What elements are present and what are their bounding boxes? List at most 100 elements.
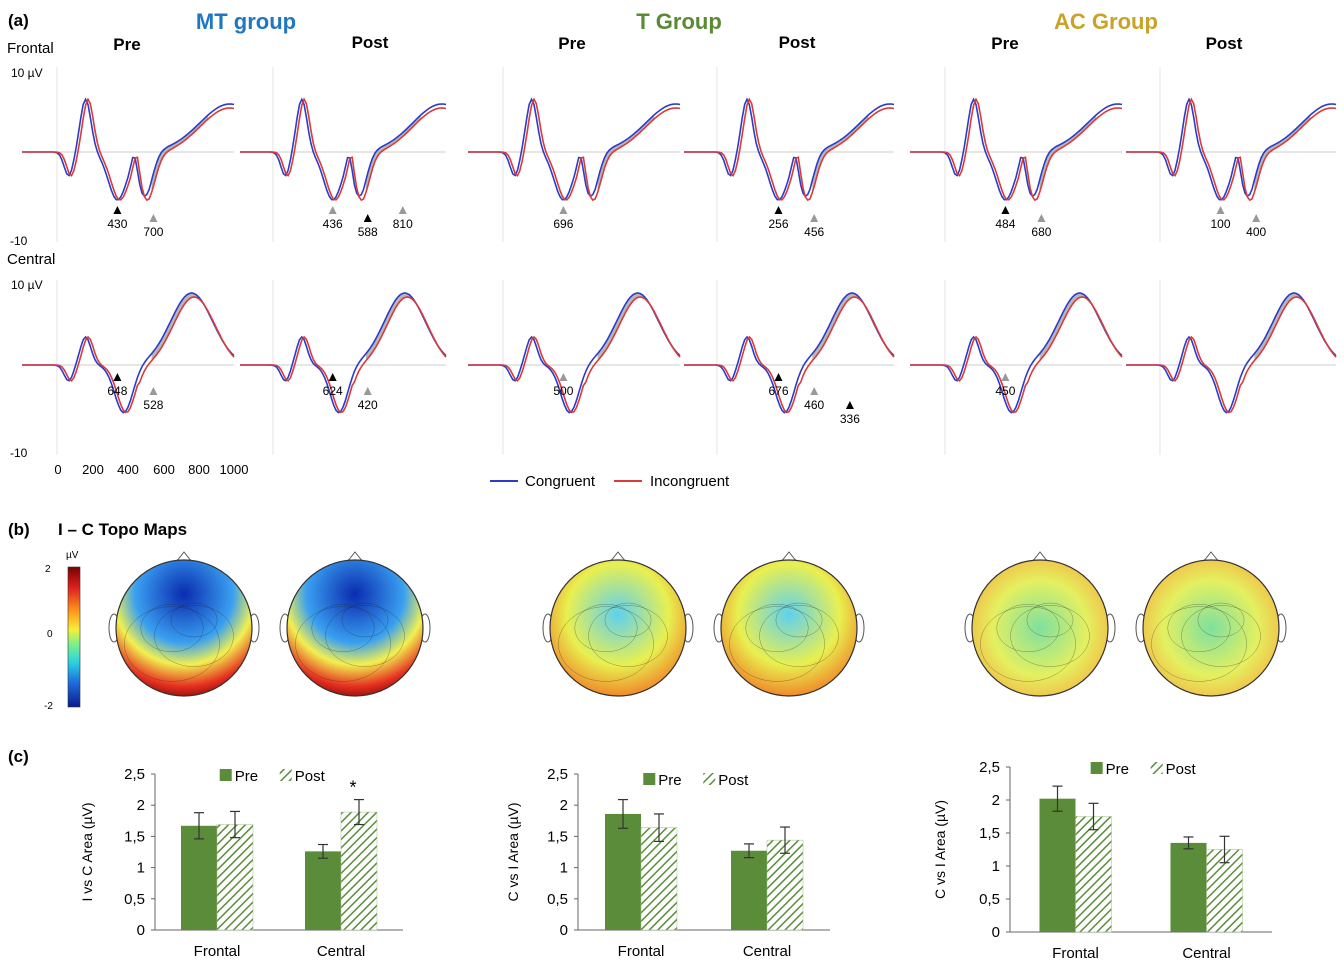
topo-head-map xyxy=(713,551,865,697)
topo-head-map xyxy=(279,551,431,697)
erp-difference-area xyxy=(365,293,421,361)
topo-scalp xyxy=(115,559,253,697)
peak-marker xyxy=(113,206,122,214)
erp-difference-area xyxy=(365,115,421,193)
topo-contour xyxy=(980,606,1076,682)
erp-ymax-central: 10 µV xyxy=(11,278,43,292)
topo-scalp xyxy=(971,559,1109,697)
topo-contour xyxy=(295,606,391,682)
erp-difference-area xyxy=(1039,293,1097,361)
erp-plot: 500 xyxy=(468,280,681,455)
session-label-mt-post: Post xyxy=(352,33,389,52)
topo-contour xyxy=(558,606,654,682)
peak-latency-label: 696 xyxy=(553,217,573,231)
topo-contour xyxy=(311,604,375,653)
topo-nose xyxy=(346,551,364,563)
group-title-t: T Group xyxy=(636,9,722,34)
session-label-ac-pre: Pre xyxy=(991,34,1018,53)
topo-nose xyxy=(609,551,627,563)
bar-ytick-label: 1 xyxy=(992,858,1000,875)
session-label-t-post: Post xyxy=(779,33,816,52)
session-label-mt-pre: Pre xyxy=(113,35,140,54)
legend-post-swatch xyxy=(703,773,716,785)
peak-marker xyxy=(559,373,568,381)
erp-congruent-trace xyxy=(240,292,447,414)
topo-contour xyxy=(1167,604,1231,653)
legend-pre-label: Pre xyxy=(658,772,681,789)
erp-xtick: 1000 xyxy=(220,462,249,477)
bar-ytick-label: 0 xyxy=(992,924,1000,941)
bar-ytick-label: 2,5 xyxy=(547,766,568,783)
peak-marker xyxy=(1216,206,1225,214)
bar-ytick-label: 0,5 xyxy=(979,891,1000,908)
bar-pre xyxy=(1170,842,1207,932)
erp-difference-area xyxy=(812,115,869,193)
topo-nose xyxy=(780,551,798,563)
group-title-mt: MT group xyxy=(196,9,296,34)
erp-legend: Congruent Incongruent xyxy=(490,473,730,490)
bar-ylabel: C vs I Area (µV) xyxy=(505,802,521,901)
bar-post xyxy=(640,827,678,931)
panel-c-label: (c) xyxy=(8,747,29,766)
bar-ytick-label: 1,5 xyxy=(979,825,1000,842)
legend-incongruent-label: Incongruent xyxy=(650,473,730,490)
peak-marker xyxy=(1037,214,1046,222)
bar-ytick-label: 2 xyxy=(137,797,145,814)
topo-head-map xyxy=(108,551,260,697)
erp-incongruent-trace xyxy=(240,296,447,414)
topo-maps xyxy=(108,551,1287,697)
region-label-central: Central xyxy=(7,251,55,268)
legend-post-label: Post xyxy=(718,772,749,789)
peak-latency-label: 420 xyxy=(358,398,378,412)
topo-head-map xyxy=(1135,551,1287,697)
legend-post-swatch xyxy=(1150,762,1163,774)
topo-contour xyxy=(996,604,1060,653)
region-label-frontal: Frontal xyxy=(7,40,54,57)
topo-title: I – C Topo Maps xyxy=(58,520,187,539)
topo-colorbar: µV 2 0 -2 xyxy=(44,550,81,712)
erp-xtick: 200 xyxy=(82,462,104,477)
bar-ytick-label: 2,5 xyxy=(979,759,1000,776)
peak-marker xyxy=(398,206,407,214)
topo-contour xyxy=(170,602,218,638)
legend-post-label: Post xyxy=(1166,761,1197,778)
erp-plot: 430 700 xyxy=(22,67,235,242)
peak-marker xyxy=(810,214,819,222)
erp-incongruent-trace xyxy=(1126,296,1337,414)
erp-plot: 484 680 xyxy=(910,67,1123,242)
peak-latency-label: 456 xyxy=(804,225,824,239)
legend-post-swatch xyxy=(279,769,292,781)
bar-ytick-label: 1,5 xyxy=(547,828,568,845)
panel-a-label: (a) xyxy=(8,11,29,30)
topo-scalp xyxy=(549,559,687,697)
peak-latency-label: 450 xyxy=(995,384,1015,398)
topo-contour xyxy=(588,605,668,667)
peak-latency-label: 588 xyxy=(358,225,378,239)
panel-b-label: (b) xyxy=(8,520,30,539)
peak-latency-label: 400 xyxy=(1246,225,1266,239)
peak-marker xyxy=(363,214,372,222)
legend-post-label: Post xyxy=(295,768,326,785)
legend-pre-swatch xyxy=(1090,762,1103,774)
peak-marker xyxy=(328,206,337,214)
peak-latency-label: 484 xyxy=(995,217,1015,231)
bar-ytick-label: 0,5 xyxy=(124,891,145,908)
erp-ymin-central: -10 xyxy=(10,446,28,460)
topo-contour xyxy=(1010,605,1090,667)
bar-ytick-label: 2 xyxy=(560,797,568,814)
peak-latency-label: 700 xyxy=(143,225,163,239)
bar-category-label: Frontal xyxy=(618,943,665,960)
erp-plot: 450 xyxy=(910,280,1123,455)
peak-latency-label: 436 xyxy=(323,217,343,231)
peak-marker xyxy=(810,387,819,395)
peak-marker xyxy=(1001,206,1010,214)
peak-latency-label: 100 xyxy=(1210,217,1230,231)
erp-incongruent-trace xyxy=(468,296,681,414)
erp-difference-area xyxy=(597,115,655,193)
bar-pre xyxy=(1039,798,1076,932)
peak-marker xyxy=(845,401,854,409)
bar-ytick-label: 1,5 xyxy=(124,828,145,845)
colorbar-gradient xyxy=(67,566,81,708)
peak-latency-label: 810 xyxy=(393,217,413,231)
bar-post xyxy=(1075,816,1112,933)
